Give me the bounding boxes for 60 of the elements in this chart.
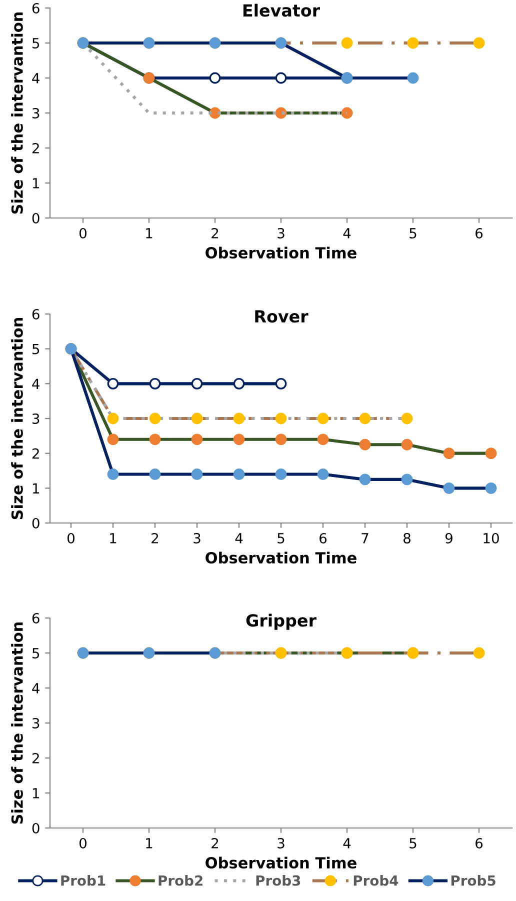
y-tick-label: 4 — [32, 378, 40, 389]
x-tick-label: 5 — [278, 533, 284, 544]
x-tick-label: 3 — [278, 228, 284, 238]
y-tick-label: 1 — [32, 483, 39, 494]
y-tick-label: 5 — [32, 38, 40, 48]
y-tick-label: 3 — [32, 718, 40, 728]
x-tick-label: 2 — [212, 228, 218, 238]
y-tick-label: 3 — [32, 413, 40, 424]
y-tick-label: 0 — [32, 518, 40, 528]
x-axis-title: Observation Time — [206, 856, 356, 869]
x-tick-label: 2 — [152, 532, 158, 544]
chart-title: Elevator — [243, 4, 320, 17]
x-axis-title: Observation Time — [206, 552, 356, 564]
y-tick-label: 5 — [32, 344, 40, 354]
x-axis-title: Observation Time — [206, 246, 356, 259]
y-axis-title: Size of the intervantion — [11, 622, 23, 824]
y-axis-title: Size of the intervantion — [11, 318, 23, 520]
y-tick-label: 2 — [32, 142, 39, 154]
x-tick-label: 5 — [410, 838, 416, 848]
legend-label: Prob4 — [354, 875, 398, 886]
x-tick-label: 3 — [278, 838, 284, 848]
x-tick-label: 8 — [404, 532, 410, 544]
x-tick-label: 4 — [235, 533, 243, 544]
x-tick-label: 0 — [79, 838, 86, 848]
x-tick-label: 1 — [110, 533, 116, 544]
x-tick-label: 0 — [79, 228, 86, 238]
legend-label: Prob2 — [158, 875, 202, 886]
legend-label: Prob5 — [451, 875, 496, 886]
x-tick-label: 1 — [146, 228, 152, 238]
x-tick-label: 0 — [67, 532, 74, 544]
chart-title: Rover — [255, 310, 308, 323]
y-tick-label: 6 — [32, 308, 40, 320]
legend-label: Prob1 — [61, 875, 106, 886]
y-axis-title: Size of the intervantion — [11, 12, 23, 214]
y-tick-label: 0 — [32, 212, 40, 224]
y-tick-label: 5 — [32, 648, 40, 658]
y-tick-label: 1 — [32, 788, 39, 798]
y-tick-label: 6 — [32, 612, 40, 624]
y-tick-label: 2 — [32, 448, 39, 459]
y-tick-label: 2 — [32, 752, 39, 764]
x-tick-label: 4 — [343, 838, 351, 848]
x-tick-label: 2 — [212, 838, 218, 848]
x-tick-label: 7 — [362, 533, 368, 544]
y-tick-label: 1 — [32, 178, 39, 188]
x-tick-label: 6 — [320, 532, 327, 544]
legend-label: Prob3 — [256, 875, 300, 886]
y-tick-label: 4 — [32, 683, 40, 694]
x-tick-label: 3 — [194, 532, 200, 544]
y-tick-label: 6 — [32, 2, 40, 14]
x-tick-label: 4 — [343, 228, 351, 238]
y-tick-label: 4 — [32, 73, 40, 84]
chart-title: Gripper — [246, 614, 316, 630]
x-tick-label: 6 — [476, 228, 483, 238]
x-tick-label: 6 — [476, 838, 483, 848]
x-tick-label: 1 — [146, 838, 152, 848]
x-tick-label: 10 — [484, 532, 499, 544]
y-tick-label: 0 — [32, 822, 40, 834]
y-tick-label: 3 — [32, 108, 40, 118]
x-tick-label: 5 — [410, 228, 416, 238]
x-tick-label: 9 — [445, 532, 452, 544]
